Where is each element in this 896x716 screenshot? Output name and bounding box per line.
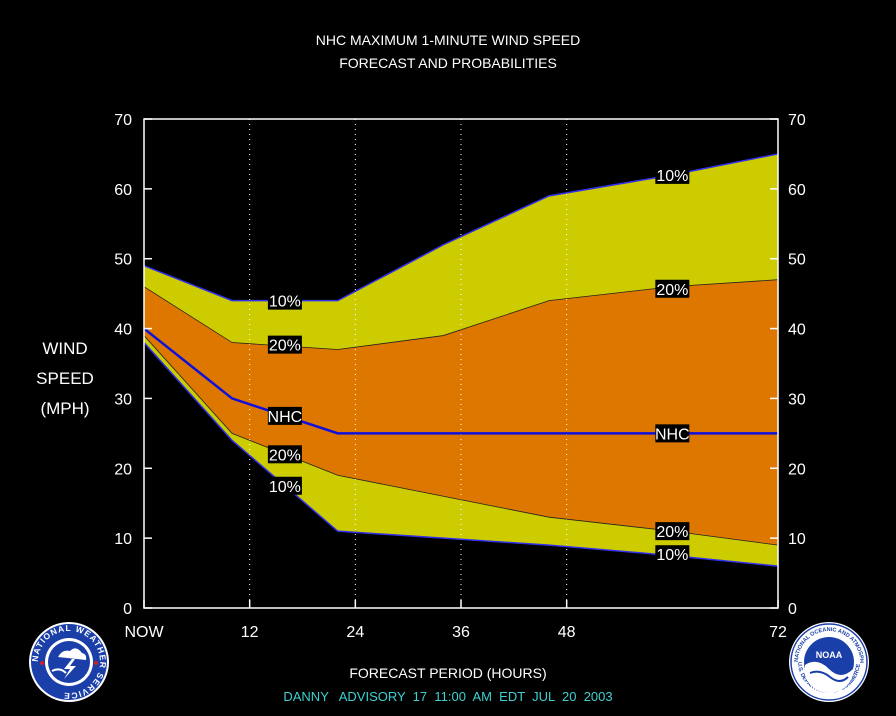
series-label-box xyxy=(655,522,690,541)
noaa-logo-icon: NATIONAL OCEANIC AND ATMOSPHERIC ADMINIS… xyxy=(788,621,869,702)
y-tick-label-right: 40 xyxy=(788,322,806,339)
y-tick-label-left: 60 xyxy=(114,182,132,199)
series-label: 10% xyxy=(269,479,301,496)
series-label: 20% xyxy=(656,282,688,299)
x-tick-label: 48 xyxy=(558,624,576,641)
chart-subtitle: FORECAST AND PROBABILITIES xyxy=(339,55,557,71)
x-tick-label: 72 xyxy=(769,624,787,641)
series-label-box xyxy=(655,279,690,298)
y-tick-label-right: 30 xyxy=(788,391,806,408)
series-label-box xyxy=(267,335,302,354)
chart-title: NHC MAXIMUM 1-MINUTE WIND SPEED xyxy=(315,32,581,48)
y-axis-label-line-3: (MPH) xyxy=(40,399,90,418)
series-label: 10% xyxy=(269,294,301,311)
y-tick-label-left: 70 xyxy=(114,112,132,129)
y-tick-label-right: 50 xyxy=(788,252,806,269)
noaa-logo-center-text: NOAA xyxy=(816,650,843,660)
series-label: NHC xyxy=(655,426,690,443)
y-tick-label-left: 0 xyxy=(123,601,132,618)
y-tick-label-left: 40 xyxy=(114,322,132,339)
series-label: 20% xyxy=(656,524,688,541)
x-tick-label: NOW xyxy=(124,624,164,641)
series-label: 20% xyxy=(269,338,301,355)
y-tick-label-right: 10 xyxy=(788,531,806,548)
y-tick-label-left: 50 xyxy=(114,252,132,269)
y-axis-label-line-1: WIND xyxy=(42,339,88,358)
y-axis-label-line-2: SPEED xyxy=(36,369,94,388)
y-tick-label-right: 0 xyxy=(788,601,797,618)
y-tick-label-left: 30 xyxy=(114,391,132,408)
x-tick-label: 36 xyxy=(452,624,470,641)
series-label-box xyxy=(267,291,302,310)
series-label: 10% xyxy=(656,168,688,185)
series-label: 10% xyxy=(656,547,688,564)
series-label: NHC xyxy=(268,409,303,426)
series-label: 20% xyxy=(269,447,301,464)
series-label-box xyxy=(655,424,690,443)
series-label-box xyxy=(267,406,302,425)
x-tick-label: 24 xyxy=(346,624,364,641)
advisory-footer: DANNY ADVISORY 17 11:00 AM EDT JUL 20 20… xyxy=(283,689,613,704)
y-tick-label-right: 60 xyxy=(788,182,806,199)
y-tick-label-right: 20 xyxy=(788,461,806,478)
series-label-box xyxy=(267,476,302,495)
series-label-box xyxy=(267,445,302,464)
y-tick-label-right: 70 xyxy=(788,112,806,129)
series-label-box xyxy=(655,165,690,184)
x-axis-title: FORECAST PERIOD (HOURS) xyxy=(349,665,547,681)
y-tick-label-left: 20 xyxy=(114,461,132,478)
band-20-percent xyxy=(144,279,778,546)
nws-logo-icon: NATIONAL WEATHER SERVICE xyxy=(29,622,109,702)
series-label-box xyxy=(655,545,690,564)
x-tick-label: 12 xyxy=(241,624,259,641)
y-tick-label-left: 10 xyxy=(114,531,132,548)
